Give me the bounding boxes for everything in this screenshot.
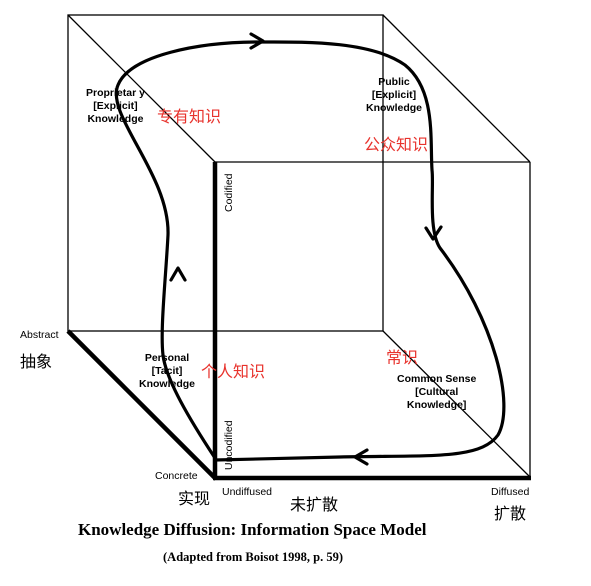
figure-title: Knowledge Diffusion: Information Space M… xyxy=(78,520,427,539)
cube-diagonal-top-right xyxy=(382,14,531,163)
concrete-label: Concrete xyxy=(155,470,198,482)
arrow-bottom xyxy=(353,448,369,466)
abstraction-axis xyxy=(66,329,218,481)
proprietary-knowledge-label: Proprietar y [Explicit] Knowledge xyxy=(86,87,145,125)
diffused-cn-label: 扩散 xyxy=(494,504,527,523)
diffused-label: Diffused xyxy=(491,486,530,498)
cube-diagonal-top-left xyxy=(67,14,216,163)
cube-back-face xyxy=(67,14,384,332)
arrow-right xyxy=(424,225,443,241)
common-sense-knowledge-label: Common Sense [Cultural Knowledge] xyxy=(397,373,477,411)
common-sense-knowledge-cn: 常识 xyxy=(386,348,419,367)
arrow-left xyxy=(169,266,187,282)
figure-subtitle: (Adapted from Boisot 1998, p. 59) xyxy=(163,550,343,564)
personal-knowledge-cn: 个人知识 xyxy=(201,362,266,381)
proprietary-knowledge-cn: 专有知识 xyxy=(157,107,222,126)
abstract-label: Abstract xyxy=(20,329,59,341)
arrow-top xyxy=(249,32,265,50)
cube-diagonal-bottom-right xyxy=(382,330,531,478)
abstract-cn-label: 抽象 xyxy=(20,352,53,371)
concrete-cn-label: 实现 xyxy=(178,489,211,508)
personal-knowledge-label: Personal [Tacit] Knowledge xyxy=(139,352,196,390)
undiffused-label: Undiffused xyxy=(222,486,273,498)
undiffused-cn-label: 未扩散 xyxy=(290,495,339,514)
codified-label: Codified xyxy=(223,173,235,212)
uncodified-label: Uncodified xyxy=(223,420,235,470)
learning-cycle-path xyxy=(114,40,506,462)
public-knowledge-cn: 公众知识 xyxy=(364,135,429,154)
public-knowledge-label: Public [Explicit] Knowledge xyxy=(366,76,423,114)
